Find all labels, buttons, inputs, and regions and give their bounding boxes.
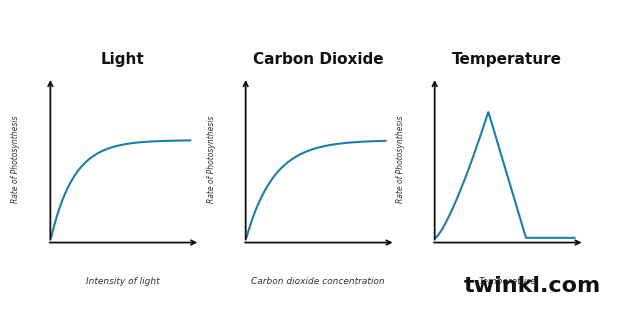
Text: twinkl.com: twinkl.com [464,276,601,296]
Title: Carbon Dioxide: Carbon Dioxide [253,52,384,67]
Text: Rate of Photosynthesis: Rate of Photosynthesis [396,115,404,203]
Text: Temperature: Temperature [478,277,536,286]
Text: Intensity of light: Intensity of light [86,277,159,286]
Title: Light: Light [101,52,145,67]
Text: Rate of Photosynthesis: Rate of Photosynthesis [207,115,215,203]
Text: Carbon dioxide concentration: Carbon dioxide concentration [251,277,385,286]
Text: Rate of Photosynthesis: Rate of Photosynthesis [11,115,20,203]
Title: Temperature: Temperature [452,52,562,67]
